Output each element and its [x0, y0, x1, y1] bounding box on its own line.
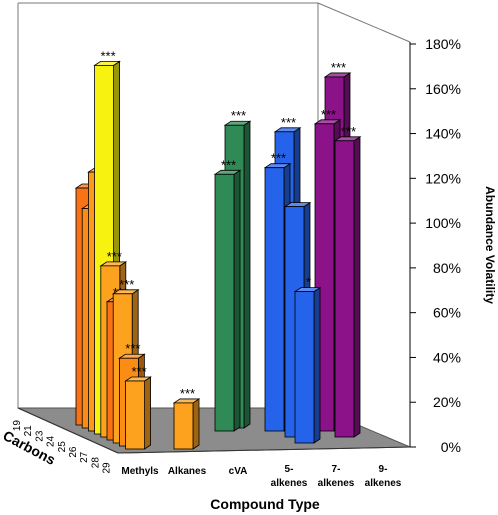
z-tick-label: 29: [102, 462, 113, 474]
y-axis-title: Abundance Volatility: [483, 186, 497, 304]
y-tick-label: 20%: [433, 394, 461, 410]
y-tick-label: 160%: [425, 81, 461, 97]
significance-label: ***: [221, 157, 236, 172]
bar: ***: [172, 386, 201, 450]
y-tick-label: 140%: [425, 126, 461, 142]
bar: ***: [124, 364, 152, 450]
z-tick-label: 26: [68, 446, 79, 458]
bar: *: [293, 275, 322, 444]
y-tick-label: 60%: [433, 305, 461, 321]
x-category-label: Methyls: [121, 466, 159, 477]
significance-label: ***: [132, 364, 147, 379]
significance-label: ***: [341, 124, 356, 139]
significance-label: ***: [101, 48, 116, 63]
x-category-label: Alkanes: [168, 466, 207, 477]
x-category-label: 5-alkenes: [271, 464, 308, 489]
y-tick-label: 40%: [433, 349, 461, 365]
bar-front: [294, 291, 315, 444]
significance-label: *: [306, 275, 311, 290]
floor-front-edge: [117, 446, 411, 454]
z-tick-label: 19: [12, 420, 23, 432]
z-tick-label: 28: [90, 457, 101, 469]
significance-label: ***: [321, 107, 336, 122]
significance-label: ***: [271, 151, 286, 166]
x-category-label: 9-alkenes: [365, 464, 402, 489]
bar-front: [264, 167, 285, 432]
significance-label: ***: [281, 115, 296, 130]
y-tick-label: 120%: [425, 170, 461, 186]
bar: ***: [213, 157, 242, 432]
x-axis-title: Compound Type: [210, 496, 320, 512]
significance-label: ***: [231, 108, 246, 123]
x-category-labels: Methyls Alkanes cVA 5-alkenes 7-alkenes 9-alk…: [121, 464, 401, 489]
y-tick-label: 80%: [433, 260, 461, 276]
bar-side: [144, 376, 152, 450]
z-tick-label: 27: [79, 451, 90, 463]
x-category-label: 7-alkenes: [318, 464, 355, 489]
y-tick-label: 180%: [425, 36, 461, 52]
bar-side: [233, 169, 241, 432]
y-tick-label: 0%: [441, 439, 461, 455]
bar-side: [313, 286, 321, 444]
bar-side: [353, 136, 361, 438]
y-tick-label: 100%: [425, 215, 461, 231]
side-wall-top-edge: [317, 2, 411, 43]
bar-front: [173, 402, 194, 450]
y-tick-labels: 0% 20% 40% 60% 80% 100% 120% 140% 160% 180%: [425, 36, 461, 455]
bar-front: [214, 173, 235, 432]
bar-front: [334, 140, 355, 438]
bars: *** ********* ****************** **********…: [74, 48, 362, 450]
gridlines: [410, 43, 416, 448]
z-tick-labels: 19 21 23 24 25 26 27 28 29: [12, 420, 113, 474]
significance-label: ***: [107, 249, 122, 264]
z-tick-label: 24: [46, 435, 57, 447]
significance-label: ***: [180, 386, 195, 401]
bar-side: [243, 120, 251, 429]
z-tick-label: 25: [57, 441, 68, 453]
z-tick-label: 23: [34, 430, 45, 442]
significance-label: ***: [331, 60, 346, 75]
bar-front: [125, 380, 145, 450]
x-category-label: cVA: [229, 466, 248, 477]
significance-label: ***: [119, 277, 134, 292]
bar-side: [192, 398, 200, 450]
floor-left-edge: [17, 407, 119, 454]
significance-label: ***: [125, 341, 140, 356]
bar: ***: [333, 124, 362, 438]
z-tick-label: 21: [23, 425, 34, 437]
